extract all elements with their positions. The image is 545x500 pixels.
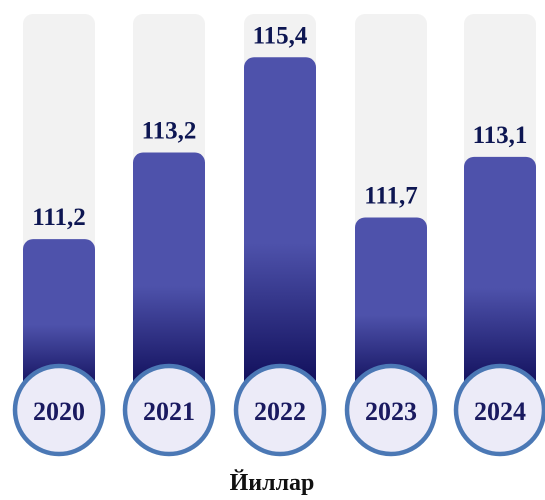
bar-2024 (464, 156, 536, 395)
data-label-2020: 111,2 (32, 204, 86, 231)
year-circle (233, 363, 327, 457)
x-tick-label-2022: 2022 (254, 397, 306, 426)
data-label-2021: 113,2 (142, 118, 197, 145)
year-circle (122, 363, 216, 457)
x-axis-label: Йиллар (230, 470, 315, 496)
x-tick-label-2021: 2021 (143, 397, 195, 426)
bar-2022 (244, 57, 316, 395)
data-label-2022: 115,4 (253, 22, 308, 49)
year-circle (453, 363, 545, 457)
bar-2023 (355, 217, 427, 395)
data-label-2024: 113,1 (473, 122, 528, 149)
bar-2020 (23, 239, 95, 395)
x-tick-label-2020: 2020 (33, 397, 85, 426)
x-tick-label-2024: 2024 (474, 397, 526, 426)
data-label-2023: 111,7 (364, 182, 418, 209)
x-tick-label-2023: 2023 (365, 397, 417, 426)
year-circle (12, 363, 106, 457)
bar-2021 (133, 152, 205, 395)
year-circle (344, 363, 438, 457)
